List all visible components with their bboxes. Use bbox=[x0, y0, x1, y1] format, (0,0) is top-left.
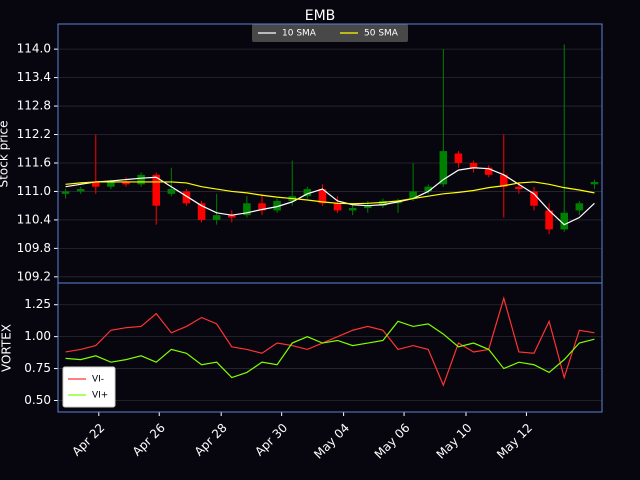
candle-body bbox=[182, 191, 191, 204]
candle-body bbox=[364, 205, 372, 209]
x-tick-label: Apr 28 bbox=[192, 421, 230, 459]
candle-body bbox=[439, 151, 448, 185]
x-tick-label: May 06 bbox=[372, 421, 413, 462]
series-line bbox=[65, 167, 595, 226]
candle-body bbox=[273, 200, 281, 211]
candle-body bbox=[590, 181, 599, 185]
candle-body bbox=[560, 212, 568, 230]
candle-body bbox=[515, 186, 523, 190]
candle-body bbox=[348, 208, 357, 211]
x-tick-label: May 12 bbox=[494, 421, 535, 462]
candle-body bbox=[61, 191, 70, 194]
candle-body bbox=[409, 191, 417, 199]
legend-label: 50 SMA bbox=[364, 29, 399, 39]
y-tick-label: 111.0 bbox=[17, 184, 51, 198]
y-tick-label: 112.2 bbox=[17, 127, 51, 141]
x-tick-label: May 10 bbox=[434, 421, 475, 462]
axes-frame bbox=[57, 23, 603, 284]
candle-body bbox=[228, 215, 236, 218]
candle-body bbox=[424, 186, 432, 192]
axes-frame bbox=[57, 282, 603, 413]
candle-body bbox=[454, 153, 463, 163]
candle-body bbox=[379, 200, 387, 206]
candle-body bbox=[152, 174, 160, 206]
candle-body bbox=[197, 203, 206, 220]
candle-body bbox=[469, 162, 478, 168]
y-tick-label: 111.6 bbox=[17, 155, 51, 169]
candle-body bbox=[484, 167, 493, 175]
y-tick-label: 1.25 bbox=[24, 297, 51, 311]
legend-label: 10 SMA bbox=[282, 29, 317, 39]
candle-body bbox=[243, 203, 251, 216]
y-tick-label: 1.00 bbox=[24, 329, 51, 343]
candle-body bbox=[107, 181, 115, 187]
x-tick-label: Apr 22 bbox=[69, 421, 107, 459]
candle-body bbox=[333, 203, 342, 211]
candle-body bbox=[167, 189, 176, 194]
candle-body bbox=[318, 189, 327, 204]
y-tick-label: 113.4 bbox=[17, 70, 51, 84]
y-axis-label: VORTEX bbox=[0, 324, 14, 372]
series-line bbox=[65, 181, 595, 205]
candle-body bbox=[303, 189, 312, 197]
candle-body bbox=[76, 189, 85, 192]
series-line bbox=[65, 320, 595, 379]
x-tick-label: Apr 30 bbox=[252, 421, 290, 459]
candle-body bbox=[575, 203, 584, 211]
y-tick-label: 114.0 bbox=[17, 42, 51, 56]
series-line bbox=[65, 296, 595, 387]
y-tick-label: 0.75 bbox=[24, 361, 51, 375]
y-tick-label: 109.2 bbox=[17, 269, 51, 283]
legend-box bbox=[252, 24, 408, 42]
candle-body bbox=[258, 203, 266, 211]
y-tick-label: 0.50 bbox=[24, 393, 51, 407]
legend-label: VI+ bbox=[92, 391, 108, 401]
y-axis-label: Stock price bbox=[0, 121, 11, 188]
candle-body bbox=[545, 210, 553, 230]
legend-box bbox=[62, 366, 116, 408]
y-tick-label: 112.8 bbox=[17, 99, 51, 113]
y-tick-label: 110.4 bbox=[17, 212, 51, 226]
chart-title: EMB bbox=[305, 8, 336, 24]
candle-body bbox=[137, 174, 145, 185]
y-tick-label: 109.8 bbox=[17, 241, 51, 255]
candle-body bbox=[530, 191, 538, 206]
candle-body bbox=[212, 215, 221, 220]
candle-body bbox=[500, 174, 508, 187]
candle-body bbox=[122, 181, 130, 185]
legend-label: VI- bbox=[92, 375, 104, 385]
x-tick-label: Apr 26 bbox=[130, 421, 168, 459]
x-tick-label: May 04 bbox=[311, 421, 352, 462]
candle-body bbox=[92, 181, 100, 187]
